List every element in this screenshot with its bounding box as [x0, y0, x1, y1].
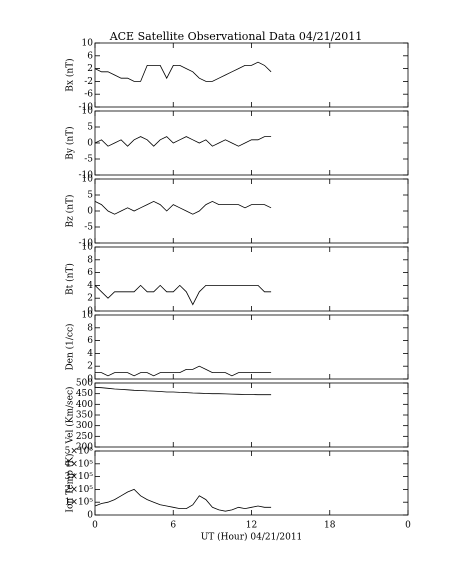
y-tick-label: 6	[87, 268, 93, 278]
y-tick-label: 5×10⁵	[65, 447, 94, 457]
y-tick-label: 2	[87, 362, 93, 372]
y-tick-label: 0	[87, 207, 93, 217]
panel-frame	[94, 382, 409, 448]
data-line	[94, 488, 272, 512]
y-tick-label: 3×10⁵	[65, 472, 94, 482]
y-tick-label: 1×10⁵	[65, 498, 94, 508]
y-tick-label: -10	[79, 171, 94, 181]
y-tick-label: 8	[87, 255, 93, 265]
y-tick-label: 200	[76, 443, 93, 453]
y-tick-label: 10	[82, 175, 94, 185]
x-tick-label: 18	[324, 521, 336, 531]
y-tick-label: 300	[76, 421, 93, 431]
y-axis-label: Bz (nT)	[65, 194, 76, 227]
y-tick-label: 2	[87, 294, 93, 304]
y-tick-label: -5	[84, 155, 93, 165]
x-tick-label: 12	[246, 521, 257, 531]
y-tick-label: 4	[87, 281, 93, 291]
y-axis-label: By (nT)	[65, 126, 76, 159]
y-tick-label: 10	[82, 243, 94, 253]
y-tick-label: 0	[87, 375, 93, 385]
x-tick-label: 6	[170, 521, 176, 531]
data-line	[94, 61, 272, 82]
y-tick-label: 250	[76, 432, 93, 442]
y-tick-label: 5	[87, 123, 93, 133]
x-tick-label: 0	[405, 521, 411, 531]
y-axis-label: Ion Temp (K)	[65, 453, 76, 512]
y-tick-label: -10	[79, 103, 94, 113]
y-tick-label: 350	[76, 411, 93, 421]
y-axis-label: Bx (nT)	[65, 58, 76, 91]
y-tick-label: 10	[82, 311, 94, 321]
data-line	[94, 284, 272, 306]
y-tick-label: 10	[82, 39, 94, 49]
data-line	[94, 200, 272, 215]
y-tick-label: 0	[87, 139, 93, 149]
y-tick-label: 450	[76, 389, 93, 399]
data-line	[94, 386, 272, 396]
panel-frame	[94, 246, 409, 312]
y-tick-label: 2	[87, 64, 93, 74]
y-tick-label: 0	[87, 511, 93, 521]
y-tick-label: -6	[84, 90, 93, 100]
y-tick-label: 4	[87, 349, 93, 359]
panel-frame	[94, 178, 409, 244]
y-tick-label: 0	[87, 307, 93, 317]
panel-frame	[94, 314, 409, 380]
y-tick-label: 4×10⁵	[65, 459, 94, 469]
y-tick-label: 400	[76, 400, 93, 410]
y-axis-label: Bt (nT)	[65, 263, 76, 295]
data-line	[94, 136, 272, 147]
panel-frame	[94, 450, 409, 516]
y-tick-label: 10	[82, 107, 94, 117]
y-axis-label: Den (1/cc)	[65, 323, 76, 370]
y-tick-label: -10	[79, 239, 94, 249]
x-axis-label: UT (Hour) 04/21/2011	[201, 532, 303, 543]
y-tick-label: 2×10⁵	[65, 485, 94, 495]
y-tick-label: 500	[76, 379, 93, 389]
x-tick-label: 0	[92, 521, 98, 531]
y-tick-label: 6	[87, 51, 93, 61]
y-axis-label: Vel (Km/sec)	[65, 386, 76, 444]
data-line	[95, 365, 272, 377]
chart-title: ACE Satellite Observational Data 04/21/2…	[109, 30, 363, 43]
panel-frame	[94, 110, 409, 176]
y-tick-label: -2	[84, 77, 93, 87]
y-tick-label: 6	[87, 336, 93, 346]
y-tick-label: 8	[87, 323, 93, 333]
y-tick-label: 5	[87, 191, 93, 201]
panel-frame	[94, 42, 409, 108]
y-tick-label: -5	[84, 223, 93, 233]
